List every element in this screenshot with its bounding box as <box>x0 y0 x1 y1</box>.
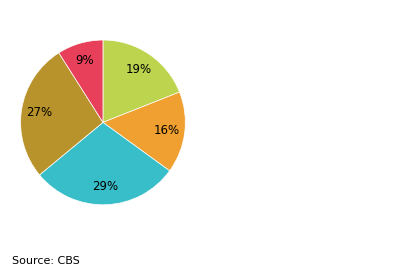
Wedge shape <box>103 92 185 171</box>
Text: 19%: 19% <box>126 63 152 76</box>
Text: 29%: 29% <box>92 180 118 193</box>
Wedge shape <box>103 40 179 122</box>
Text: Source: CBS: Source: CBS <box>12 256 80 266</box>
Wedge shape <box>21 53 103 175</box>
Wedge shape <box>40 122 169 205</box>
Wedge shape <box>59 40 103 122</box>
Text: 16%: 16% <box>154 124 180 137</box>
Text: 9%: 9% <box>76 54 94 67</box>
Text: 27%: 27% <box>27 106 53 119</box>
Legend: Caribbean part of the Netherlands, South and Central America, Netherlands, Unite: Caribbean part of the Netherlands, South… <box>203 133 396 208</box>
